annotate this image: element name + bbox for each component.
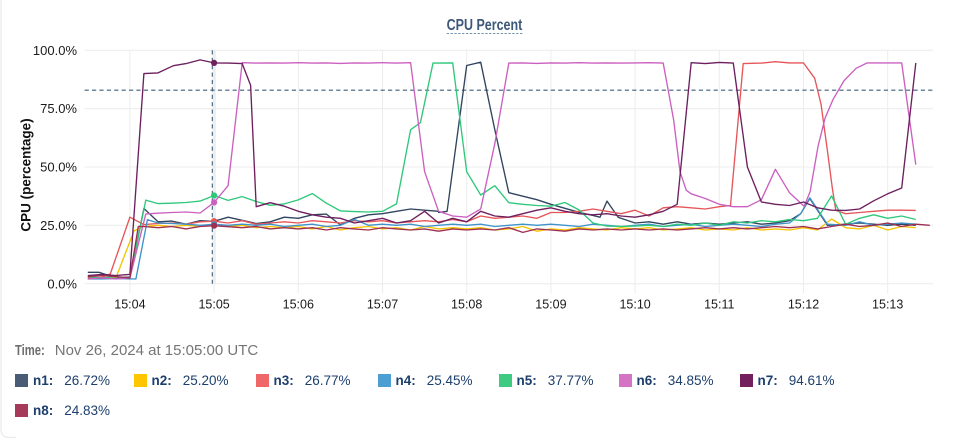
svg-text:0.0%: 0.0% (47, 276, 77, 291)
svg-text:15:05: 15:05 (198, 298, 229, 312)
svg-text:15:09: 15:09 (535, 298, 566, 312)
svg-text:CPU (percentage): CPU (percentage) (19, 118, 34, 231)
svg-text:25.0%: 25.0% (40, 218, 77, 233)
svg-text:15:06: 15:06 (283, 298, 314, 312)
svg-text:75.0%: 75.0% (40, 101, 77, 116)
svg-text:15:13: 15:13 (872, 298, 903, 312)
svg-text:50.0%: 50.0% (40, 160, 77, 175)
svg-text:15:07: 15:07 (367, 298, 398, 312)
svg-text:15:11: 15:11 (704, 298, 734, 312)
svg-text:15:04: 15:04 (114, 298, 145, 312)
svg-text:15:08: 15:08 (451, 298, 482, 312)
svg-text:15:10: 15:10 (619, 298, 650, 312)
svg-text:15:12: 15:12 (788, 298, 819, 312)
svg-text:100.0%: 100.0% (33, 43, 78, 58)
